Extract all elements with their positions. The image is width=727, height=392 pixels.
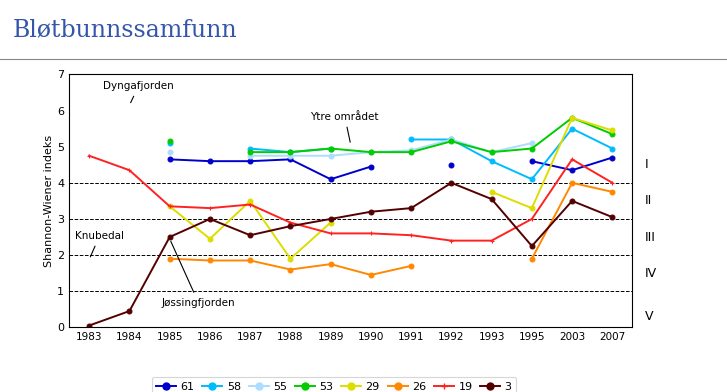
Text: III: III (645, 230, 656, 243)
Text: IV: IV (645, 267, 656, 279)
Text: II: II (645, 194, 652, 207)
Text: I: I (645, 158, 648, 171)
Text: Dyngafjorden: Dyngafjorden (103, 81, 174, 103)
Text: Ytre området: Ytre området (310, 112, 379, 142)
Text: Bløtbunnssamfunn: Bløtbunnssamfunn (13, 18, 238, 41)
Y-axis label: Shannon-Wiener indeks: Shannon-Wiener indeks (44, 135, 55, 267)
Text: V: V (645, 310, 653, 323)
Legend: 61, 58, 55, 53, 29, 26, 19, 3: 61, 58, 55, 53, 29, 26, 19, 3 (152, 377, 516, 392)
Text: Knubedal: Knubedal (75, 231, 124, 257)
Text: Jøssingfjorden: Jøssingfjorden (161, 241, 236, 308)
